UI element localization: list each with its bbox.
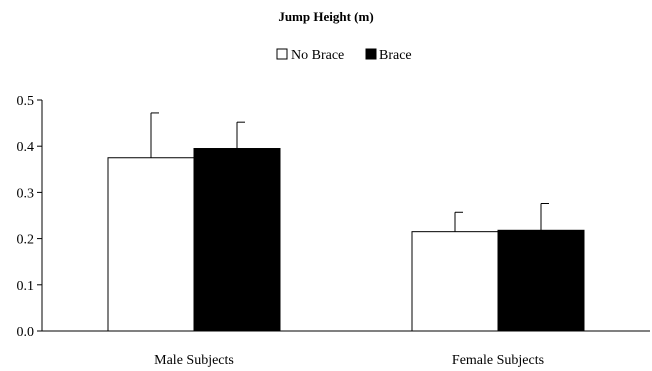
y-tick-label-3: 0.3: [17, 186, 35, 201]
bars-group: [107, 148, 585, 332]
x-categories-group: Male Subjects Female Subjects: [154, 353, 544, 368]
bar-no-brace-female-subjects: [411, 231, 499, 332]
legend-swatch-brace: [365, 48, 377, 60]
chart-title: Jump Height (m): [278, 9, 373, 24]
bar-brace-male-subjects: [193, 148, 281, 332]
legend-label-brace: Brace: [379, 48, 412, 63]
y-tick-label-5: 0.5: [17, 94, 35, 109]
legend: No Brace Brace: [276, 48, 412, 63]
y-tick-label-1: 0.1: [17, 279, 35, 294]
error-bars-group: [150, 112, 549, 232]
y-tick-label-0: 0.0: [17, 325, 35, 340]
x-category-label-male-subjects: Male Subjects: [154, 353, 234, 368]
y-tick-label-4: 0.4: [17, 140, 35, 155]
legend-swatch-no-brace: [276, 48, 288, 60]
bar-brace-female-subjects: [497, 229, 585, 332]
bar-no-brace-male-subjects: [107, 157, 195, 332]
y-tick-label-2: 0.2: [17, 233, 35, 248]
y-ticks-group: 0.0 0.1 0.2 0.3 0.4 0.5: [17, 94, 42, 340]
legend-label-no-brace: No Brace: [291, 48, 344, 63]
x-category-label-female-subjects: Female Subjects: [452, 353, 544, 368]
